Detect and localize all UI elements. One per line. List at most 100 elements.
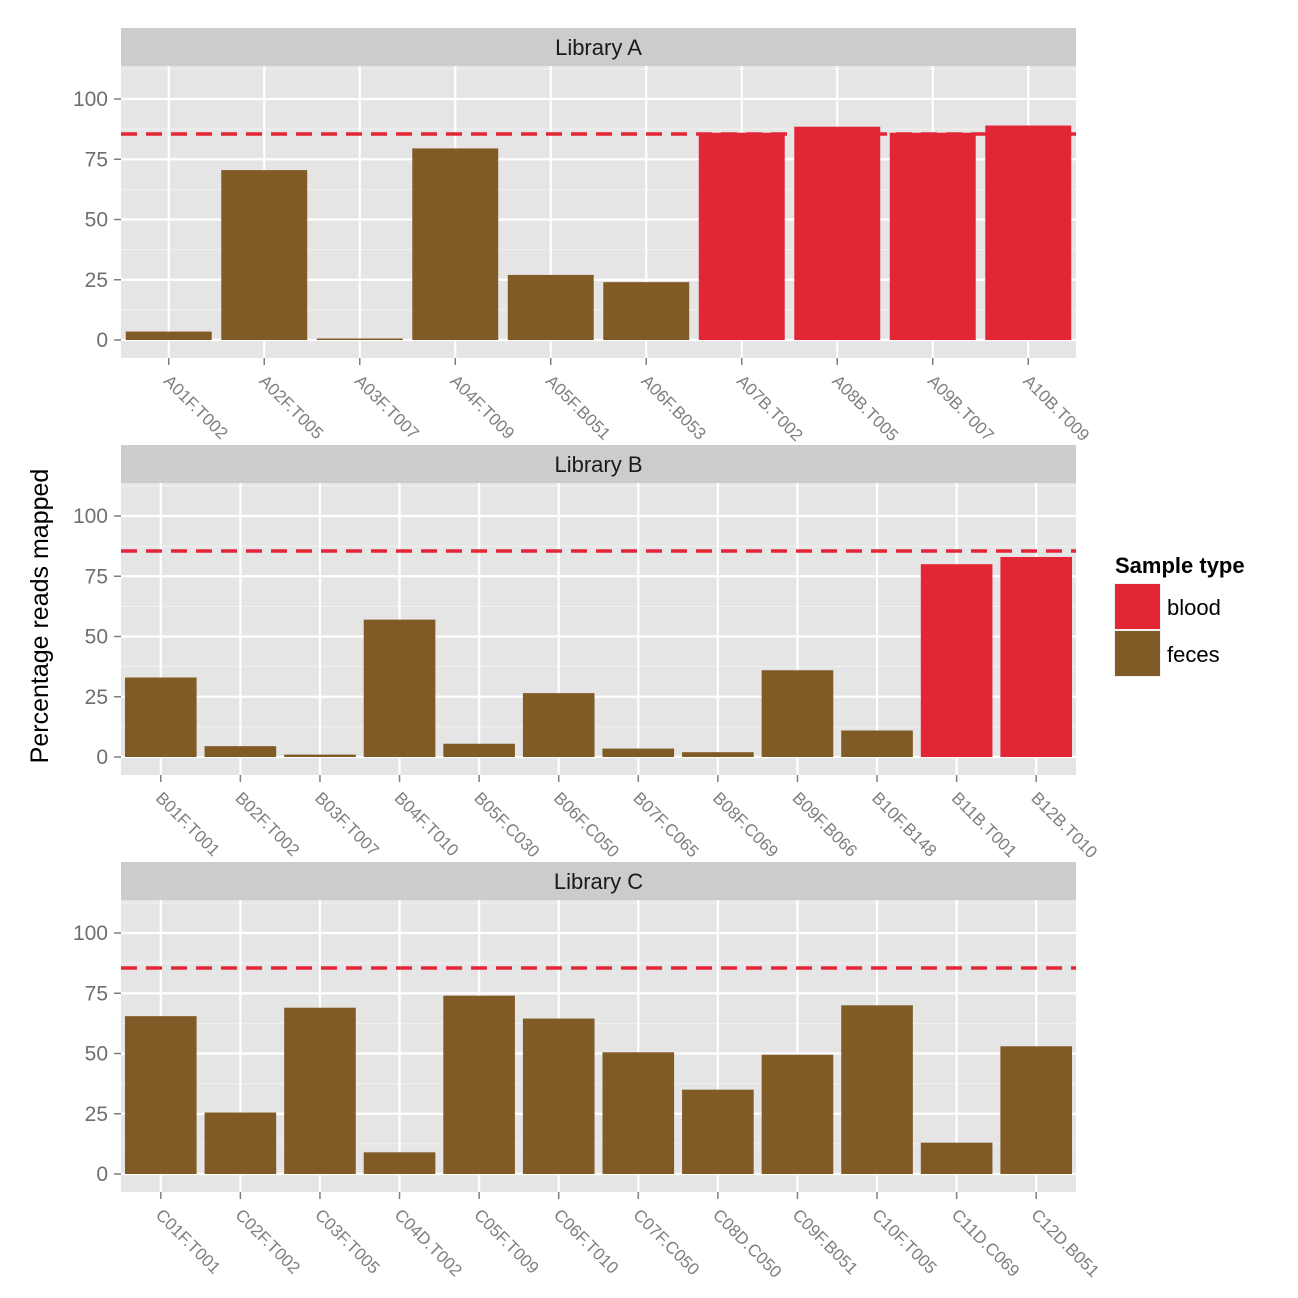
- bar: [443, 743, 515, 757]
- x-tick-label: B06F.C050: [550, 788, 623, 861]
- bar: [522, 693, 595, 757]
- x-tick-label: C09F.B051: [789, 1205, 862, 1278]
- x-tick-label: B08F.C069: [709, 788, 782, 861]
- bar: [204, 746, 277, 757]
- x-tick-label: C07F.C050: [629, 1205, 703, 1279]
- legend: Sample type blood feces: [1114, 553, 1245, 677]
- y-tick-label: 25: [85, 269, 108, 292]
- x-tick-label: C08D.C050: [709, 1205, 785, 1281]
- x-tick-label: C02F.T002: [232, 1205, 304, 1277]
- bar: [125, 331, 212, 340]
- y-tick-label: 0: [96, 1163, 108, 1186]
- bar: [363, 619, 436, 757]
- x-tick-label: C11D.C069: [948, 1205, 1023, 1280]
- y-tick-label: 0: [96, 329, 108, 352]
- bar: [889, 132, 976, 340]
- bar: [522, 1018, 595, 1174]
- bar: [985, 125, 1072, 340]
- y-tick-label: 25: [85, 1103, 108, 1126]
- bar: [682, 1089, 754, 1174]
- bar: [1000, 556, 1073, 757]
- x-tick-label: C03F.T005: [311, 1205, 383, 1277]
- panels: Library A 0 25 50 75 100 A01F.T002 A02F.T005 A03…: [73, 28, 1103, 1282]
- bar: [920, 564, 993, 757]
- panel-title: Library C: [554, 869, 643, 894]
- x-tick-label: A09B.T007: [924, 371, 998, 445]
- y-tick-label: 50: [85, 626, 108, 649]
- bar: [698, 132, 785, 340]
- panel-3: Library C 0 25 50 75 100 C01F.T001 C02F.T002 C03…: [73, 862, 1103, 1282]
- bar: [602, 748, 675, 757]
- x-tick-label: A05F.B051: [542, 371, 614, 443]
- y-tick-label: 50: [85, 1043, 108, 1066]
- legend-label-feces: feces: [1167, 642, 1220, 667]
- bar: [603, 282, 690, 340]
- y-tick-label: 75: [85, 982, 108, 1005]
- y-tick-label: 0: [96, 746, 108, 769]
- bar: [920, 1142, 993, 1174]
- bar: [363, 1152, 436, 1174]
- bar: [602, 1052, 675, 1174]
- bar: [412, 148, 499, 340]
- x-tick-label: A08B.T005: [828, 371, 902, 445]
- bar: [794, 126, 881, 340]
- bar: [124, 1016, 197, 1174]
- y-tick-label: 25: [85, 686, 108, 709]
- bar: [682, 752, 754, 757]
- bar: [1000, 1046, 1073, 1174]
- legend-key-feces: [1115, 631, 1160, 676]
- bar: [284, 1007, 356, 1174]
- x-tick-label: A01F.T002: [160, 371, 232, 443]
- bar: [761, 670, 834, 757]
- panel-1: Library A 0 25 50 75 100 A01F.T002 A02F.T005 A03…: [73, 28, 1093, 445]
- y-tick-label: 75: [85, 565, 108, 588]
- x-tick-label: B07F.C065: [629, 788, 702, 861]
- bar: [761, 1054, 834, 1174]
- x-tick-label: A02F.T005: [255, 371, 327, 443]
- bar: [841, 1005, 913, 1174]
- panel-strip: [121, 862, 1076, 900]
- x-tick-label: A06F.B053: [637, 371, 709, 443]
- x-tick-label: A03F.T007: [351, 371, 423, 443]
- x-tick-label: B09F.B066: [789, 788, 861, 860]
- legend-entries: blood feces: [1114, 583, 1221, 677]
- x-tick-label: B11B.T001: [948, 788, 1021, 861]
- x-tick-label: B01F.T001: [152, 788, 224, 860]
- y-tick-label: 100: [73, 922, 108, 945]
- x-tick-label: C06F.T010: [550, 1205, 622, 1277]
- legend-title: Sample type: [1115, 553, 1245, 578]
- y-axis-label: Percentage reads mapped: [26, 469, 54, 764]
- y-tick-label: 75: [85, 148, 108, 171]
- y-tick-label: 50: [85, 209, 108, 232]
- x-tick-label: C04D.T002: [391, 1205, 466, 1280]
- bar: [316, 338, 403, 340]
- bar: [841, 730, 913, 757]
- panel-title: Library B: [554, 452, 642, 477]
- x-tick-label: B10F.B148: [868, 788, 940, 860]
- legend-key-blood: [1115, 584, 1160, 629]
- y-tick-label: 100: [73, 88, 108, 111]
- bar: [204, 1112, 277, 1174]
- plot-background: [121, 483, 1076, 775]
- bar: [221, 170, 308, 340]
- x-tick-label: A04F.T009: [446, 371, 518, 443]
- x-tick-label: B12B.T010: [1027, 788, 1101, 862]
- x-tick-label: B04F.T010: [391, 788, 463, 860]
- bar: [124, 677, 197, 757]
- y-tick-label: 100: [73, 505, 108, 528]
- panel-2: Library B 0 25 50 75 100 B01F.T001 B02F.T002 B03…: [73, 445, 1101, 862]
- bar: [507, 274, 594, 340]
- x-tick-label: B02F.T002: [232, 788, 304, 860]
- x-tick-label: B03F.T007: [311, 788, 383, 860]
- x-tick-label: A07B.T002: [733, 371, 807, 445]
- panel-title: Library A: [555, 35, 642, 60]
- x-tick-label: C10F.T005: [868, 1205, 940, 1277]
- bar: [284, 754, 356, 757]
- panel-strip: [121, 445, 1076, 483]
- x-tick-label: B05F.C030: [470, 788, 543, 861]
- x-tick-label: C05F.T009: [470, 1205, 542, 1277]
- plot-background: [121, 900, 1076, 1192]
- x-tick-label: C12D.B051: [1027, 1205, 1103, 1281]
- x-tick-label: C01F.T001: [152, 1205, 224, 1277]
